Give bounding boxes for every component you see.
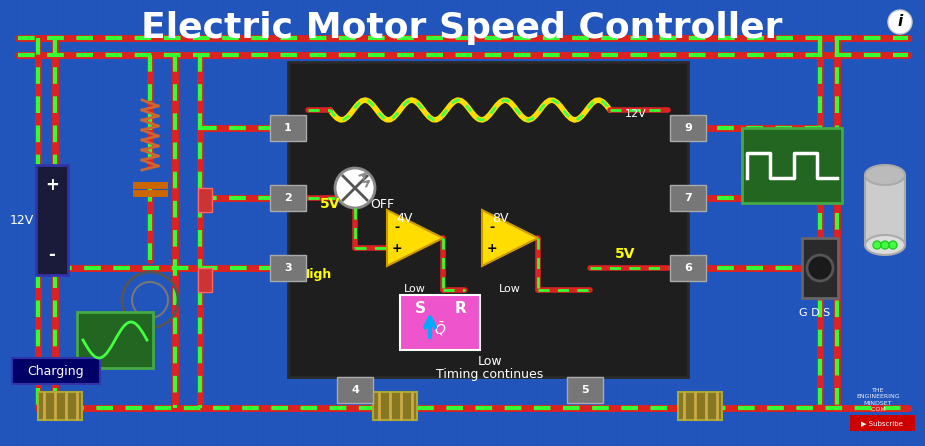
Text: i: i bbox=[897, 15, 903, 29]
Circle shape bbox=[881, 241, 889, 249]
Bar bbox=[400, 295, 480, 350]
Bar bbox=[802, 238, 838, 298]
Text: 2: 2 bbox=[284, 193, 292, 203]
Bar bbox=[742, 128, 842, 203]
Bar bbox=[670, 255, 706, 281]
Bar bbox=[198, 188, 212, 212]
Bar bbox=[270, 255, 306, 281]
Text: OFF: OFF bbox=[370, 198, 394, 211]
Bar bbox=[850, 415, 915, 431]
Bar bbox=[337, 377, 373, 403]
Ellipse shape bbox=[865, 235, 905, 255]
Bar bbox=[670, 185, 706, 211]
Bar bbox=[38, 392, 82, 420]
Bar bbox=[270, 115, 306, 141]
Text: G D S: G D S bbox=[799, 308, 831, 318]
Text: Charging: Charging bbox=[28, 364, 84, 377]
Text: +: + bbox=[45, 176, 59, 194]
Text: High: High bbox=[300, 268, 332, 281]
Text: Electric Motor Speed Controller: Electric Motor Speed Controller bbox=[142, 11, 783, 45]
Bar bbox=[198, 268, 212, 292]
Text: -: - bbox=[394, 222, 400, 235]
Text: 9: 9 bbox=[684, 123, 692, 133]
Polygon shape bbox=[387, 210, 443, 266]
Text: S: S bbox=[414, 301, 426, 316]
Text: 3: 3 bbox=[284, 263, 291, 273]
Text: +: + bbox=[487, 241, 498, 255]
Text: R: R bbox=[454, 301, 466, 316]
Text: 8V: 8V bbox=[492, 212, 508, 225]
Circle shape bbox=[807, 255, 833, 281]
Bar bbox=[670, 115, 706, 141]
Text: 5V: 5V bbox=[320, 197, 340, 211]
Text: 12V: 12V bbox=[10, 214, 34, 227]
Text: 5: 5 bbox=[581, 385, 589, 395]
Polygon shape bbox=[482, 210, 538, 266]
Text: 12V: 12V bbox=[625, 109, 647, 119]
Text: 6: 6 bbox=[684, 263, 692, 273]
Circle shape bbox=[889, 241, 897, 249]
Bar bbox=[77, 312, 153, 368]
Text: THE
ENGINEERING
MINDSET
.COM: THE ENGINEERING MINDSET .COM bbox=[857, 388, 900, 413]
Text: $\bar{Q}$: $\bar{Q}$ bbox=[434, 321, 446, 339]
Text: 4V: 4V bbox=[397, 212, 413, 225]
Bar bbox=[865, 175, 905, 245]
Text: Timing continues: Timing continues bbox=[437, 368, 544, 381]
Circle shape bbox=[888, 10, 912, 34]
Text: 5V: 5V bbox=[615, 247, 635, 261]
Text: 7: 7 bbox=[684, 193, 692, 203]
Bar bbox=[373, 392, 417, 420]
Text: ▶ Subscribe: ▶ Subscribe bbox=[861, 420, 903, 426]
Bar bbox=[678, 392, 722, 420]
Bar bbox=[12, 358, 100, 384]
Text: -: - bbox=[48, 246, 55, 264]
Bar bbox=[288, 62, 688, 377]
Circle shape bbox=[335, 168, 375, 208]
Text: 1: 1 bbox=[284, 123, 292, 133]
Circle shape bbox=[873, 241, 881, 249]
Bar bbox=[36, 165, 68, 275]
Text: -: - bbox=[489, 222, 495, 235]
Text: Low: Low bbox=[500, 284, 521, 294]
Bar bbox=[567, 377, 603, 403]
Ellipse shape bbox=[865, 165, 905, 185]
Text: Low: Low bbox=[404, 284, 426, 294]
Bar bbox=[270, 185, 306, 211]
Text: Low: Low bbox=[477, 355, 502, 368]
Text: 4: 4 bbox=[352, 385, 359, 395]
Text: +: + bbox=[391, 241, 402, 255]
